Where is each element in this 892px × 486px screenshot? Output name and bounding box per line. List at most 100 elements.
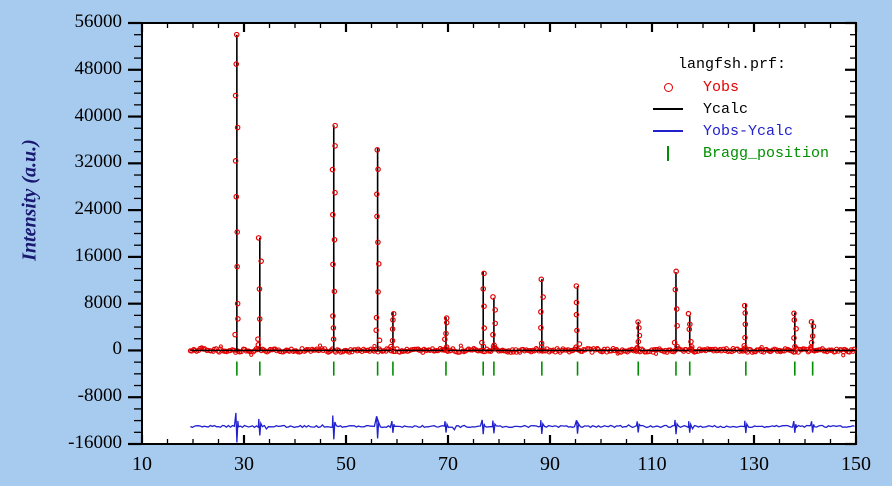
yobs-point: [332, 143, 338, 149]
yobs-point: [573, 283, 580, 289]
yobs-point: [332, 189, 338, 196]
yobs-point: [808, 344, 814, 351]
yobs-point: [491, 342, 497, 348]
yobs-point: [686, 326, 693, 333]
yobs-point: [634, 344, 641, 351]
yobs-point: [492, 320, 498, 327]
yobs-point: [808, 319, 815, 325]
yobs-point: [490, 331, 496, 338]
yobs-point: [375, 261, 382, 267]
yobs-point: [372, 343, 377, 349]
y-tick-label: 32000: [74, 151, 123, 173]
yobs-point: [492, 307, 498, 313]
y-tick-label: 16000: [74, 244, 123, 266]
diff-marker-cell: [645, 130, 691, 132]
yobs-point: [332, 122, 338, 129]
yobs-point: [481, 270, 487, 277]
yobs-point: [538, 309, 544, 315]
yobs-point: [851, 346, 857, 352]
yobs-circle-icon: [663, 82, 673, 92]
yobs-point: [375, 289, 381, 295]
yobs-point: [671, 339, 678, 346]
yobs-point: [809, 333, 816, 339]
yobs-point: [480, 286, 487, 292]
yobs-point: [841, 353, 846, 358]
yobs-point: [540, 294, 546, 300]
yobs-point: [218, 344, 223, 349]
legend-item-yobs: Yobs: [645, 76, 829, 98]
yobs-point: [492, 345, 498, 351]
yobs-point: [232, 158, 239, 164]
x-tick-label: 30: [234, 453, 254, 475]
legend-label-yobs: Yobs: [703, 78, 740, 96]
yobs-point: [774, 348, 780, 354]
yobs-point: [235, 316, 241, 322]
yobs-point: [255, 342, 262, 348]
yobs-point: [576, 341, 583, 347]
yobs-point: [741, 302, 748, 309]
legend-item-diff: Yobs-Ycalc: [645, 120, 829, 142]
yobs-point: [538, 324, 544, 331]
yobs-point: [390, 310, 397, 317]
yobs-point: [331, 236, 338, 243]
yobs-point: [373, 314, 380, 321]
legend-item-ycalc: Ycalc: [645, 98, 829, 120]
yobs-point: [233, 31, 240, 38]
yobs-point: [375, 166, 381, 173]
ycalc-line-icon: [653, 108, 683, 110]
yobs-point: [330, 336, 337, 342]
yobs-point: [573, 344, 579, 351]
y-tick-label: -16000: [68, 432, 122, 453]
yobs-point: [330, 313, 336, 319]
x-tick-label: 50: [336, 453, 356, 475]
yobs-point: [443, 330, 449, 337]
yobs-point: [742, 334, 748, 341]
yobs-point: [234, 124, 241, 131]
legend: langfsh.prf: Yobs Ycalc Yobs-Ycalc Bragg…: [645, 54, 829, 164]
yobs-marker-cell: [645, 82, 691, 92]
yobs-point: [233, 61, 240, 67]
yobs-point: [329, 166, 336, 173]
yobs-point: [232, 331, 238, 338]
ycalc-marker-cell: [645, 108, 691, 110]
yobs-point: [742, 310, 748, 316]
yobs-point: [573, 311, 580, 318]
yobs-point: [234, 300, 241, 307]
yobs-point: [601, 346, 607, 352]
y-tick-label: 24000: [74, 198, 123, 220]
yobs-point: [490, 294, 496, 300]
yobs-point: [653, 351, 659, 356]
yobs-point: [613, 347, 620, 353]
yobs-point: [330, 211, 336, 218]
yobs-point: [374, 191, 380, 197]
bragg-tick-icon: [667, 145, 669, 161]
yobs-point: [330, 261, 336, 268]
yobs-point: [442, 336, 448, 343]
yobs-point: [374, 213, 380, 220]
x-tick-label: 10: [132, 453, 152, 475]
yobs-point: [810, 323, 817, 330]
yobs-point: [233, 193, 240, 200]
yobs-point: [390, 317, 396, 323]
x-tick-label: 130: [739, 453, 769, 475]
yobs-point: [673, 306, 680, 312]
yobs-point: [255, 235, 262, 241]
yobs-point: [479, 339, 485, 346]
yobs-point: [331, 288, 338, 295]
yobs-point: [791, 310, 797, 317]
yobs-point: [674, 343, 680, 350]
plot-frame: [141, 22, 857, 445]
legend-title: langfsh.prf:: [678, 56, 787, 73]
legend-label-ycalc: Ycalc: [703, 100, 749, 118]
yobs-point: [256, 316, 263, 322]
x-tick-label: 110: [637, 453, 667, 475]
y-tick-label: 8000: [84, 291, 122, 313]
yobs-point: [389, 326, 396, 332]
yobs-point: [258, 258, 264, 264]
yobs-point: [232, 92, 239, 99]
yobs-point: [374, 147, 381, 153]
yobs-point: [791, 335, 797, 341]
y-tick-label: 40000: [74, 104, 123, 126]
legend-item-bragg: Bragg_position: [645, 142, 829, 164]
